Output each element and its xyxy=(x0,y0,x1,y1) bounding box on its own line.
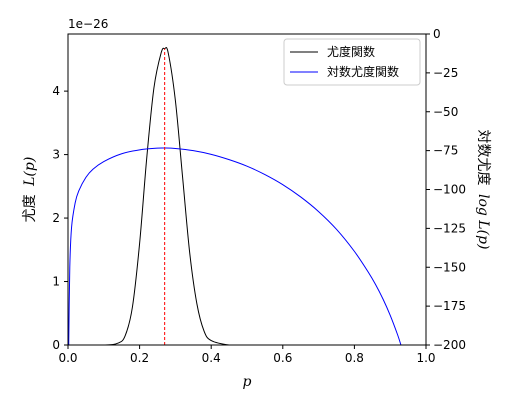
log-likelihood-line xyxy=(68,147,402,345)
x-axis-title: p xyxy=(243,374,252,390)
legend-box xyxy=(283,38,421,86)
left-tick-label: 2 xyxy=(52,211,60,225)
left-axis-title: 尤度 L(p) xyxy=(22,157,38,223)
right-tick-label: −150 xyxy=(433,260,466,274)
right-axis-title-math: log L(p) xyxy=(475,194,491,250)
series-layer xyxy=(68,47,426,345)
left-tick-label: 3 xyxy=(52,148,60,162)
left-axis-title-math: L(p) xyxy=(22,157,38,187)
legend: 尤度関数 対数尤度関数 xyxy=(283,38,421,86)
left-axis-offset-text: 1e−26 xyxy=(68,17,108,31)
legend-label-log-likelihood: 対数尤度関数 xyxy=(327,64,399,79)
right-tick-label: −175 xyxy=(433,299,466,313)
x-tick-label: 0.8 xyxy=(345,351,364,365)
right-tick-label: −100 xyxy=(433,183,466,197)
x-tick-label: 0.4 xyxy=(202,351,221,365)
plot-frame xyxy=(67,33,427,346)
right-tick-label: −75 xyxy=(433,144,458,158)
left-axis-ticks: 0 1 2 3 4 xyxy=(52,84,68,352)
left-tick-label: 1 xyxy=(52,275,60,289)
x-tick-label: 0.0 xyxy=(58,351,77,365)
x-tick-label: 0.2 xyxy=(130,351,149,365)
likelihood-line xyxy=(68,47,426,345)
left-tick-label: 0 xyxy=(52,338,60,352)
left-tick-label: 4 xyxy=(52,84,60,98)
x-tick-label: 1.0 xyxy=(416,351,435,365)
x-tick-label: 0.6 xyxy=(273,351,292,365)
legend-label-likelihood: 尤度関数 xyxy=(327,44,375,59)
right-tick-label: 0 xyxy=(433,27,441,41)
right-tick-label: −125 xyxy=(433,221,466,235)
left-axis-title-text: 尤度 xyxy=(22,194,38,222)
right-axis-ticks: 0 −25 −50 −75 −100 −125 −150 −175 −200 xyxy=(426,27,466,352)
right-axis-title: 対数尤度 log L(p) xyxy=(475,130,491,250)
right-tick-label: −200 xyxy=(433,338,466,352)
x-axis-ticks: 0.0 0.2 0.4 0.6 0.8 1.0 xyxy=(58,345,436,365)
right-axis-title-text: 対数尤度 xyxy=(475,130,491,186)
right-tick-label: −50 xyxy=(433,105,458,119)
right-tick-label: −25 xyxy=(433,66,458,80)
